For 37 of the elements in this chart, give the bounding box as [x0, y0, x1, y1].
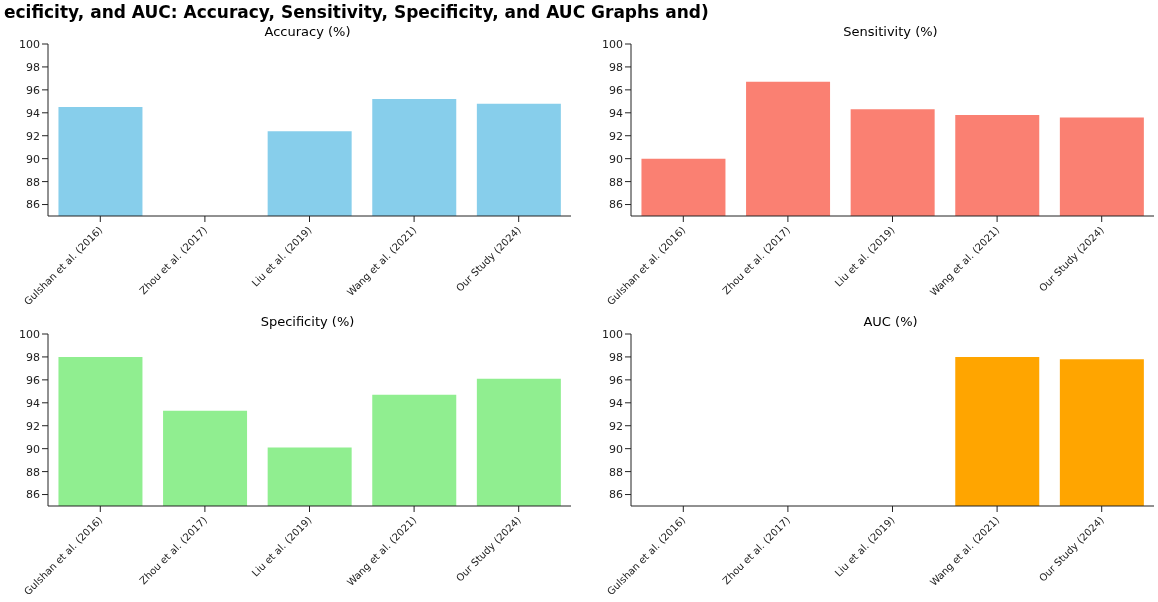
y-tick-label: 92 [609, 129, 623, 143]
y-tick-label: 88 [609, 175, 623, 189]
y-tick-label: 86 [609, 488, 623, 502]
y-tick-label: 92 [26, 419, 40, 433]
chart-title: AUC (%) [862, 314, 919, 329]
y-tick-label: 96 [609, 373, 623, 387]
y-tick-label: 86 [609, 198, 623, 212]
y-tick-label: 94 [609, 396, 623, 410]
text: ecificity, and AUC: Accuracy, Sensitivity, Specificity, and AUC Graphs and) [4, 2, 709, 22]
y-tick-label: 100 [19, 37, 40, 51]
chart-title: Specificity (%) [259, 314, 356, 329]
y-tick-label: 90 [609, 442, 623, 456]
y-tick-label: 98 [609, 60, 623, 74]
y-tick-label: 100 [602, 37, 623, 51]
y-tick-label: 88 [609, 465, 623, 479]
y-tick-label: 90 [26, 442, 40, 456]
y-tick-label: 90 [26, 152, 40, 166]
y-tick-label: 98 [26, 350, 40, 364]
y-tick-label: 90 [609, 152, 623, 166]
y-tick-label: 98 [609, 350, 623, 364]
y-tick-label: 94 [26, 106, 40, 120]
y-tick-label: 100 [602, 327, 623, 341]
y-tick-label: 86 [26, 198, 40, 212]
y-tick-label: 94 [26, 396, 40, 410]
y-tick-label: 88 [26, 465, 40, 479]
y-tick-label: 98 [26, 60, 40, 74]
y-tick-label: 96 [26, 83, 40, 97]
y-tick-label: 88 [26, 175, 40, 189]
y-tick-label: 92 [609, 419, 623, 433]
y-tick-label: 96 [609, 83, 623, 97]
y-tick-label: 94 [609, 106, 623, 120]
y-tick-label: 100 [19, 327, 40, 341]
chart-title: Sensitivity (%) [842, 24, 939, 39]
chart-title: Accuracy (%) [263, 24, 352, 39]
y-tick-label: 96 [26, 373, 40, 387]
y-tick-label: 92 [26, 129, 40, 143]
y-tick-label: 86 [26, 488, 40, 502]
